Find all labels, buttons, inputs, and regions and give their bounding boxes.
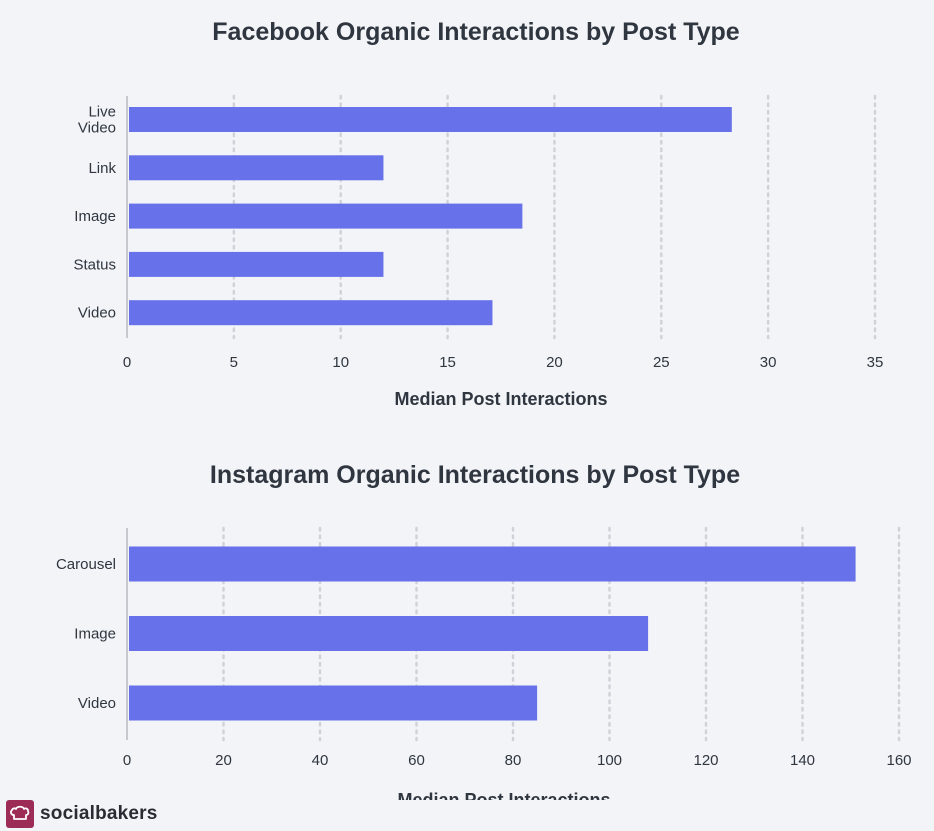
x-tick-label: 25	[653, 354, 670, 371]
charts-canvas: Facebook Organic Interactions by Post Ty…	[56, 18, 912, 800]
x-tick-label: 5	[230, 354, 238, 371]
x-tick-label: 0	[123, 354, 131, 371]
x-tick-label: 80	[505, 752, 522, 769]
bar	[129, 300, 493, 326]
x-tick-label: 120	[693, 752, 718, 769]
facebook-bars	[129, 107, 732, 326]
x-tick-label: 140	[790, 752, 815, 769]
instagram-chart: Instagram Organic Interactions by Post T…	[56, 461, 912, 800]
x-tick-label: 20	[546, 354, 563, 371]
category-label: Carousel	[56, 556, 116, 573]
bar	[129, 203, 523, 229]
facebook-x-tick-labels: 0 5 10 15 20 25 30 35	[123, 354, 884, 371]
instagram-x-axis-label: Median Post Interactions	[397, 790, 610, 800]
x-tick-label: 20	[215, 752, 232, 769]
facebook-x-axis-label: Median Post Interactions	[394, 389, 607, 409]
category-label: Video	[78, 695, 116, 712]
category-label: Link	[88, 160, 116, 177]
instagram-x-tick-labels: 0 20 40 60 80 100 120 140 160	[123, 752, 912, 769]
bar	[129, 155, 384, 181]
x-tick-label: 100	[597, 752, 622, 769]
x-tick-label: 160	[886, 752, 911, 769]
x-tick-label: 35	[867, 354, 884, 371]
instagram-bars	[129, 546, 856, 721]
brand: socialbakers	[6, 800, 158, 828]
x-tick-label: 30	[760, 354, 777, 371]
category-label: Image	[74, 208, 116, 225]
category-label: Image	[74, 626, 116, 643]
bar	[129, 546, 856, 582]
category-label: Status	[73, 256, 116, 273]
facebook-category-labels: Live Video Link Image Status Video	[73, 104, 116, 322]
x-tick-label: 10	[332, 354, 349, 371]
bar	[129, 616, 649, 651]
x-tick-label: 40	[312, 752, 329, 769]
bar	[129, 107, 732, 132]
facebook-chart: Facebook Organic Interactions by Post Ty…	[73, 18, 883, 409]
brand-name: socialbakers	[40, 803, 158, 824]
category-label: Live Video	[78, 104, 116, 137]
bar	[129, 685, 538, 721]
x-tick-label: 0	[123, 752, 131, 769]
chef-hat-icon	[6, 800, 34, 828]
x-tick-label: 60	[408, 752, 425, 769]
category-label: Video	[78, 305, 116, 322]
instagram-chart-title: Instagram Organic Interactions by Post T…	[210, 461, 740, 489]
x-tick-label: 15	[439, 354, 456, 371]
instagram-category-labels: Carousel Image Video	[56, 556, 116, 712]
facebook-chart-title: Facebook Organic Interactions by Post Ty…	[212, 18, 740, 46]
bar	[129, 251, 384, 277]
